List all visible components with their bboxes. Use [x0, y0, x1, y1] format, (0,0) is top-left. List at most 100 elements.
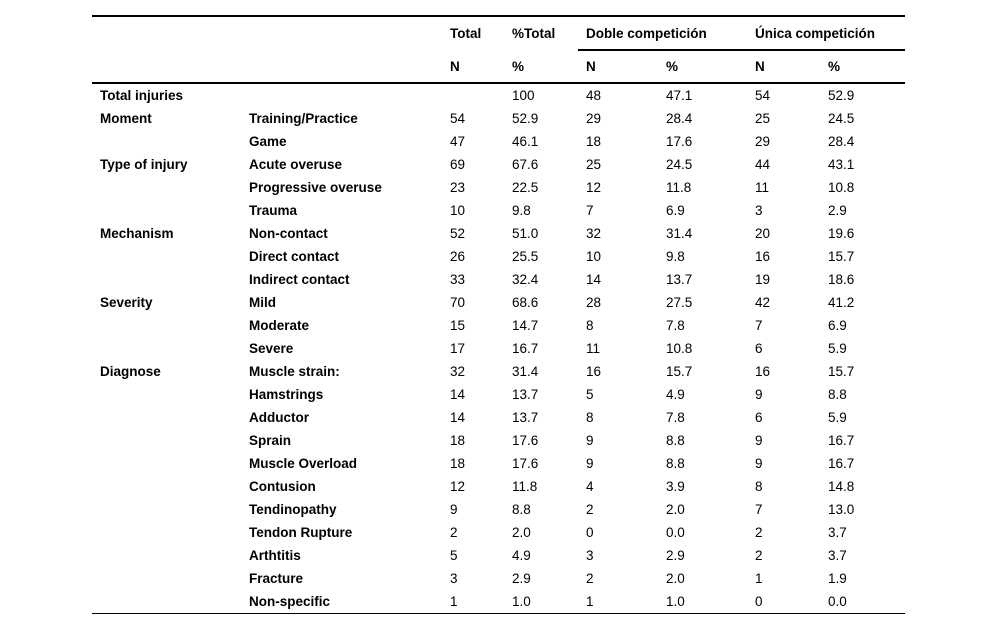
cell-unica-pct: 16.7: [828, 433, 855, 448]
cell-unica-n: 11: [755, 180, 770, 195]
cell-total-pct: 11.8: [512, 479, 538, 494]
cell-category: [92, 590, 241, 614]
header-group-doble-competicion: Doble competición: [578, 15, 748, 51]
cell-doble-pct: 31.4: [666, 226, 693, 241]
table-row: Tendon Rupture 2 2.0 0 0.0 2 3.7: [92, 521, 905, 544]
cell-total-pct: 67.6: [512, 157, 539, 172]
cell-category: [92, 498, 241, 521]
subheader-total-n: N: [442, 50, 504, 84]
cell-item: Moderate: [249, 318, 310, 333]
cell-item: Non-contact: [249, 226, 328, 241]
cell-total-n: 18: [450, 433, 466, 448]
cell-doble-n: 28: [586, 295, 602, 310]
cell-unica-pct: 3.7: [828, 525, 847, 540]
table-row: Type of injury Acute overuse 69 67.6 25 …: [92, 153, 905, 176]
cell-doble-pct: 7.8: [666, 410, 685, 425]
cell-category: [92, 314, 241, 337]
cell-unica-n: 9: [755, 387, 763, 402]
cell-item: Non-specific: [241, 590, 442, 614]
cell-doble-n: 32: [586, 226, 602, 241]
cell-doble-pct: 3.9: [666, 479, 685, 494]
cell-doble-pct: 8.8: [666, 456, 685, 471]
cell-unica-pct: 2.9: [828, 203, 847, 218]
subheader-spacer-item: [241, 50, 442, 84]
header-subrow: N % N % N %: [92, 50, 906, 84]
cell-item: Tendinopathy: [249, 502, 337, 517]
cell-unica-pct: 8.8: [828, 387, 847, 402]
cell-doble-n: 11: [586, 341, 601, 356]
cell-unica-pct: 5.9: [828, 341, 847, 356]
cell-doble-n: 2: [586, 502, 594, 517]
table-row: Moment Training/Practice 54 52.9 29 28.4…: [92, 107, 905, 130]
cell-category: [92, 130, 241, 153]
cell-category: [92, 176, 241, 199]
subheader-doble-n: N: [578, 50, 658, 84]
cell-doble-n: 16: [586, 364, 602, 379]
cell-unica-pct: 43.1: [828, 157, 855, 172]
table-row: Moderate 15 14.7 8 7.8 7 6.9: [92, 314, 905, 337]
cell-unica-n: 29: [755, 134, 771, 149]
cell-item: Contusion: [249, 479, 316, 494]
cell-unica-n: 20: [755, 226, 771, 241]
cell-unica-n: 54: [755, 88, 771, 103]
table-row: Indirect contact 33 32.4 14 13.7 19 18.6: [92, 268, 905, 291]
cell-doble-n: 8: [586, 318, 594, 333]
cell-unica-pct: 19.6: [828, 226, 855, 241]
cell-doble-pct: 4.9: [666, 387, 685, 402]
cell-unica-pct: 15.7: [828, 364, 855, 379]
cell-doble-n: 8: [586, 410, 594, 425]
cell-doble-pct: 11.8: [666, 180, 692, 195]
cell-total-pct: 31.4: [512, 364, 539, 379]
table-row: Trauma 10 9.8 7 6.9 3 2.9: [92, 199, 905, 222]
cell-doble-pct: 2.0: [666, 502, 685, 517]
cell-total-n: [442, 83, 504, 107]
table-row: Adductor 14 13.7 8 7.8 6 5.9: [92, 406, 905, 429]
cell-total-n: 9: [450, 502, 458, 517]
table-row: Severe 17 16.7 11 10.8 6 5.9: [92, 337, 905, 360]
cell-doble-pct: 0.0: [666, 525, 685, 540]
cell-total-pct: 13.7: [512, 410, 539, 425]
cell-total-pct: 14.7: [512, 318, 539, 333]
cell-category: Total injuries: [100, 88, 184, 103]
cell-unica-n: 44: [755, 157, 771, 172]
cell-doble-pct: 24.5: [666, 157, 693, 172]
cell-doble-pct: 7.8: [666, 318, 685, 333]
cell-total-pct: 2.0: [512, 525, 531, 540]
cell-category: [92, 337, 241, 360]
cell-total-n: 3: [450, 571, 458, 586]
cell-total-n: 15: [450, 318, 466, 333]
cell-item: Trauma: [249, 203, 298, 218]
cell-doble-n: 10: [586, 249, 602, 264]
cell-doble-pct: 13.7: [666, 272, 693, 287]
cell-total-n: 23: [450, 180, 466, 195]
cell-total-pct: 51.0: [512, 226, 539, 241]
table-row: Diagnose Muscle strain: 32 31.4 16 15.7 …: [92, 360, 905, 383]
cell-unica-pct: 16.7: [828, 456, 855, 471]
cell-item: Severe: [249, 341, 294, 356]
cell-total-n: 18: [450, 456, 466, 471]
injury-statistics-table: Total %Total Doble competición Única com…: [92, 15, 906, 614]
cell-total-n: 47: [450, 134, 466, 149]
cell-unica-n: 7: [755, 502, 763, 517]
cell-unica-pct: 13.0: [828, 502, 855, 517]
cell-unica-n: 6: [755, 410, 763, 425]
cell-total-pct: 4.9: [512, 548, 531, 563]
subheader-unica-pct: %: [820, 50, 906, 84]
cell-category: [92, 199, 241, 222]
cell-item: Training/Practice: [249, 111, 358, 126]
cell-doble-pct: 17.6: [666, 134, 693, 149]
cell-category: Type of injury: [100, 157, 188, 172]
cell-item: Indirect contact: [249, 272, 350, 287]
table-row: Direct contact 26 25.5 10 9.8 16 15.7: [92, 245, 905, 268]
header-spacer-category: [92, 15, 241, 50]
cell-doble-n: 2: [586, 571, 594, 586]
cell-total-pct: 17.6: [512, 433, 539, 448]
cell-unica-n: 6: [755, 341, 763, 356]
cell-unica-pct: 5.9: [828, 410, 847, 425]
cell-doble-pct: 9.8: [666, 249, 685, 264]
cell-category: [92, 544, 241, 567]
cell-item: Muscle strain:: [249, 364, 340, 379]
table-row: Mechanism Non-contact 52 51.0 32 31.4 20…: [92, 222, 905, 245]
cell-total-pct: 32.4: [512, 272, 539, 287]
